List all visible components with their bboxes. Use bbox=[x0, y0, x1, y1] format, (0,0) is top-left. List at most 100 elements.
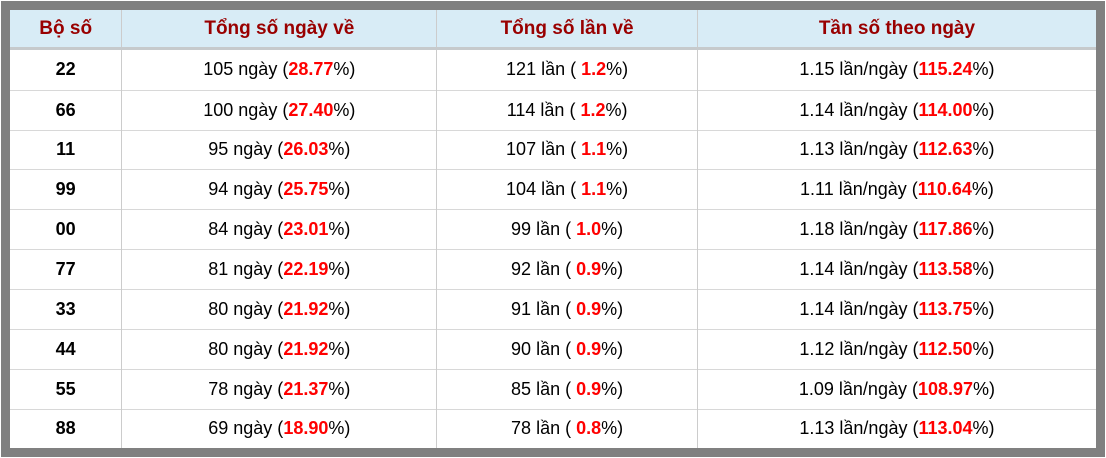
times-text: 92 lần ( bbox=[511, 259, 577, 280]
times-close-text: %) bbox=[606, 139, 629, 160]
days-text: 84 ngày ( bbox=[208, 219, 284, 240]
frequency-percent-value: 113.75 bbox=[918, 298, 973, 319]
times-close-text: %) bbox=[605, 99, 628, 120]
table-row: 00 84 ngày (23.01%) 99 lần ( 1.0%) 1.18 … bbox=[10, 209, 1096, 250]
days-close-text: %) bbox=[328, 259, 351, 280]
frequency-text: 1.18 lần/ngày ( bbox=[799, 219, 919, 240]
cell-days: 84 ngày (23.01%) bbox=[121, 209, 437, 250]
times-text: 91 lần ( bbox=[511, 298, 577, 319]
frequency-text: 1.14 lần/ngày ( bbox=[799, 259, 919, 280]
times-text: 121 lần ( bbox=[506, 59, 582, 80]
days-close-text: %) bbox=[328, 139, 351, 160]
pair-value: 00 bbox=[55, 219, 76, 240]
cell-frequency: 1.13 lần/ngày (112.63%) bbox=[696, 129, 1096, 170]
days-close-text: %) bbox=[333, 59, 356, 80]
cell-times: 92 lần ( 0.9%) bbox=[436, 249, 698, 290]
frequency-close-text: %) bbox=[972, 139, 995, 160]
days-text: 94 ngày ( bbox=[208, 179, 284, 200]
pair-value: 22 bbox=[55, 59, 76, 80]
times-close-text: %) bbox=[601, 418, 624, 439]
cell-pair: 66 bbox=[10, 89, 122, 131]
cell-frequency: 1.14 lần/ngày (114.00%) bbox=[696, 89, 1096, 131]
table-row: 77 81 ngày (22.19%) 92 lần ( 0.9%) 1.14 … bbox=[10, 249, 1096, 290]
table-row: 33 80 ngày (21.92%) 91 lần ( 0.9%) 1.14 … bbox=[10, 288, 1096, 330]
days-text: 78 ngày ( bbox=[208, 378, 284, 399]
cell-days: 80 ngày (21.92%) bbox=[121, 288, 437, 330]
frequency-percent-value: 112.50 bbox=[918, 338, 973, 359]
days-text: 105 ngày ( bbox=[203, 59, 289, 80]
cell-pair: 22 bbox=[10, 48, 122, 91]
cell-times: 114 lần ( 1.2%) bbox=[436, 89, 698, 131]
frequency-percent-value: 117.86 bbox=[918, 219, 973, 240]
times-text: 104 lần ( bbox=[506, 179, 582, 200]
times-percent-value: 0.9 bbox=[576, 259, 602, 280]
frequency-percent-value: 114.00 bbox=[918, 99, 973, 120]
times-text: 78 lần ( bbox=[511, 418, 577, 439]
pair-value: 11 bbox=[56, 139, 76, 160]
times-close-text: %) bbox=[601, 378, 624, 399]
times-percent-value: 1.0 bbox=[576, 219, 602, 240]
frequency-close-text: %) bbox=[972, 418, 995, 439]
frequency-text: 1.09 lần/ngày ( bbox=[798, 378, 918, 399]
days-percent-value: 21.92 bbox=[283, 338, 329, 359]
frequency-percent-value: 113.04 bbox=[918, 418, 973, 439]
table-row: 22 105 ngày (28.77%) 121 lần ( 1.2%) 1.1… bbox=[10, 48, 1096, 91]
times-percent-value: 0.9 bbox=[576, 378, 602, 399]
cell-times: 99 lần ( 1.0%) bbox=[436, 209, 698, 250]
pair-value: 77 bbox=[55, 259, 76, 280]
pair-value: 99 bbox=[55, 179, 76, 200]
cell-pair: 99 bbox=[10, 169, 122, 210]
days-text: 69 ngày ( bbox=[208, 418, 284, 439]
days-percent-value: 21.37 bbox=[283, 378, 329, 399]
cell-times: 107 lần ( 1.1%) bbox=[436, 129, 698, 170]
days-percent-value: 26.03 bbox=[283, 139, 329, 160]
column-header-days: Tổng số ngày về bbox=[121, 10, 437, 50]
days-close-text: %) bbox=[328, 418, 351, 439]
frequency-close-text: %) bbox=[972, 59, 995, 80]
cell-pair: 77 bbox=[10, 249, 122, 290]
times-close-text: %) bbox=[601, 259, 624, 280]
cell-pair: 00 bbox=[10, 209, 122, 250]
table-row: 44 80 ngày (21.92%) 90 lần ( 0.9%) 1.12 … bbox=[10, 328, 1096, 370]
days-close-text: %) bbox=[333, 99, 356, 120]
days-close-text: %) bbox=[328, 378, 351, 399]
cell-times: 121 lần ( 1.2%) bbox=[436, 48, 698, 91]
cell-pair: 44 bbox=[10, 328, 122, 370]
table-row: 99 94 ngày (25.75%) 104 lần ( 1.1%) 1.11… bbox=[10, 169, 1096, 210]
pair-value: 88 bbox=[55, 418, 76, 439]
frequency-close-text: %) bbox=[972, 219, 995, 240]
table-row: 88 69 ngày (18.90%) 78 lần ( 0.8%) 1.13 … bbox=[10, 408, 1096, 448]
pair-value: 55 bbox=[55, 378, 76, 399]
table-row: 55 78 ngày (21.37%) 85 lần ( 0.9%) 1.09 … bbox=[10, 368, 1096, 410]
cell-times: 78 lần ( 0.8%) bbox=[436, 408, 698, 448]
days-close-text: %) bbox=[328, 219, 351, 240]
frequency-percent-value: 108.97 bbox=[917, 378, 974, 399]
times-percent-value: 1.2 bbox=[581, 59, 607, 80]
times-close-text: %) bbox=[601, 298, 624, 319]
cell-frequency: 1.15 lần/ngày (115.24%) bbox=[696, 48, 1096, 91]
times-percent-value: 0.8 bbox=[576, 418, 602, 439]
pair-value: 66 bbox=[55, 99, 76, 120]
cell-pair: 88 bbox=[10, 408, 122, 448]
times-percent-value: 1.2 bbox=[580, 99, 606, 120]
days-percent-value: 21.92 bbox=[283, 298, 329, 319]
cell-days: 69 ngày (18.90%) bbox=[121, 408, 437, 448]
header-row: Bộ số Tổng số ngày về Tổng số lần về Tần… bbox=[10, 10, 1096, 50]
cell-days: 81 ngày (22.19%) bbox=[121, 249, 437, 290]
days-percent-value: 23.01 bbox=[283, 219, 329, 240]
days-text: 80 ngày ( bbox=[208, 338, 284, 359]
days-percent-value: 18.90 bbox=[283, 418, 329, 439]
times-percent-value: 1.1 bbox=[581, 179, 607, 200]
days-close-text: %) bbox=[328, 338, 351, 359]
frequency-percent-value: 112.63 bbox=[918, 139, 973, 160]
cell-days: 100 ngày (27.40%) bbox=[121, 89, 437, 131]
cell-days: 105 ngày (28.77%) bbox=[121, 48, 437, 91]
days-percent-value: 22.19 bbox=[283, 259, 329, 280]
cell-days: 95 ngày (26.03%) bbox=[121, 129, 437, 170]
frequency-text: 1.14 lần/ngày ( bbox=[799, 298, 919, 319]
days-percent-value: 27.40 bbox=[288, 99, 334, 120]
cell-frequency: 1.14 lần/ngày (113.58%) bbox=[696, 249, 1096, 290]
days-text: 81 ngày ( bbox=[208, 259, 284, 280]
cell-days: 80 ngày (21.92%) bbox=[121, 328, 437, 370]
